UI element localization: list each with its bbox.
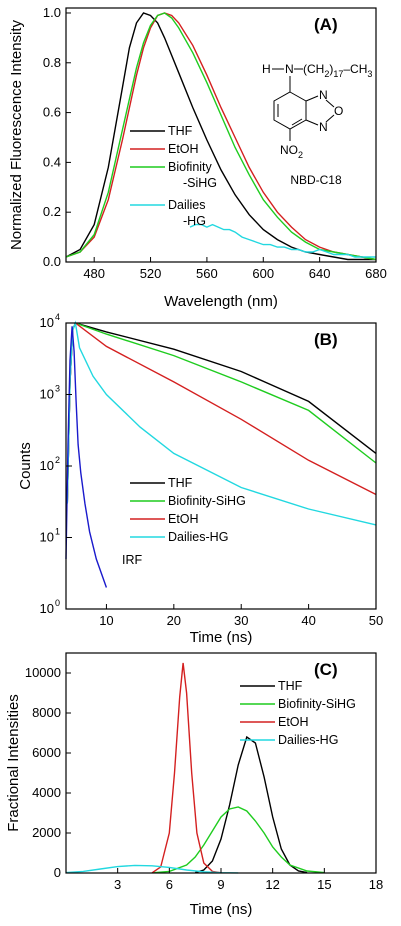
panel-a-x-tick-label: 560 [196, 266, 218, 281]
panel-b-x-tick-label: 50 [369, 613, 383, 628]
structure-n-top: N [319, 88, 328, 102]
panel-a-x-tick-label: 640 [309, 266, 331, 281]
panel-a-y-tick-label: 0.4 [43, 154, 61, 169]
panel-c-label: (C) [314, 660, 338, 679]
structure-chain: (CH2)17–CH3 [303, 62, 372, 79]
panel-a-x-tick-label: 600 [252, 266, 274, 281]
panel-b-y-axis-label: Counts [17, 442, 34, 490]
panel-b-x-tick-label: 10 [99, 613, 113, 628]
panel-b-legend: THF Biofinity-SiHG EtOH Dailies-HG [130, 476, 246, 544]
panel-c-y-tick-label: 2000 [32, 825, 61, 840]
legend-a-biofinity: Biofinity [168, 160, 213, 174]
panel-a-y-tick-label: 0.6 [43, 105, 61, 120]
panel-a-y-axis-label: Normalized Fluorescence Intensity [8, 19, 25, 250]
panel-b-y-tick-exponent: 3 [55, 384, 60, 394]
panel-c: 3 6 9 12 15 18 0 2000 4000 6000 8000 10000 (C) Time… [5, 652, 383, 918]
panel-c-x-tick-label: 6 [166, 877, 173, 892]
structure-n-bottom: N [319, 120, 328, 134]
panel-a-plot-lines [65, 12, 377, 261]
panel-b-irf-label: IRF [122, 553, 143, 567]
panel-b-y-tick-exponent: 0 [55, 598, 60, 608]
panel-b-y-tick-exponent: 1 [55, 527, 60, 537]
panel-c-y-tick-label: 8000 [32, 705, 61, 720]
panel-a-x-axis-label: Wavelength (nm) [164, 293, 278, 310]
panel-b-y-tick-label: 10 [40, 387, 54, 402]
panel-c-legend: THF Biofinity-SiHG EtOH Dailies-HG [240, 679, 356, 747]
panel-c-y-tick-label: 6000 [32, 745, 61, 760]
panel-a-y-tick-label: 1.0 [43, 5, 61, 20]
panel-b-x-axis-label: Time (ns) [190, 629, 253, 646]
panel-a-series-biofinity-sihg [65, 12, 377, 261]
panel-c-y-tick-label: 10000 [25, 665, 61, 680]
structure-no2: NO2 [280, 143, 303, 160]
panel-c-y-tick-label: 4000 [32, 785, 61, 800]
panel-a-x-tick-label: 680 [365, 266, 387, 281]
panel-b-y-tick-exponent: 4 [55, 312, 60, 322]
panel-c-plot-lines [65, 662, 325, 874]
panel-b-series-etoh [66, 321, 377, 504]
panel-c-series-etoh [151, 662, 222, 874]
panel-a-x-tick-label: 520 [140, 266, 162, 281]
panel-c-x-axis-label: Time (ns) [190, 901, 253, 918]
panel-a-series-etoh [65, 12, 377, 261]
panel-b-y-tick-label: 10 [40, 530, 54, 545]
panel-a-y-tick-label: 0.0 [43, 254, 61, 269]
panel-c-x-tick-label: 9 [217, 877, 224, 892]
panel-a-y-tick-label: 0.8 [43, 55, 61, 70]
legend-b-dailies: Dailies-HG [168, 530, 228, 544]
panel-a-label: (A) [314, 15, 338, 34]
legend-b-etoh: EtOH [168, 512, 199, 526]
legend-b-biofinity: Biofinity-SiHG [168, 494, 246, 508]
panel-a-series-thf [65, 12, 376, 261]
legend-a-etoh: EtOH [168, 142, 199, 156]
structure-o: O [334, 104, 343, 118]
panel-b-x-tick-label: 20 [167, 613, 181, 628]
panel-c-x-tick-label: 12 [265, 877, 279, 892]
panel-a-x-tick-label: 480 [83, 266, 105, 281]
structure-h: H [262, 62, 271, 76]
structure-n: N [285, 62, 294, 76]
nbd-c18-structure: H N (CH2)17–CH3 N N O NO2 NBD-C18 [262, 62, 372, 187]
panel-c-y-axis-label: Fractional Intensities [5, 694, 22, 832]
legend-c-etoh: EtOH [278, 715, 309, 729]
panel-a-series-dailies-hg [189, 223, 376, 258]
panel-c-ticks: 3 6 9 12 15 18 0 2000 4000 6000 8000 10000 [25, 665, 383, 892]
panel-c-series-thf [194, 735, 308, 874]
panel-b-series-irf [65, 326, 108, 588]
legend-c-biofinity: Biofinity-SiHG [278, 697, 356, 711]
legend-c-dailies: Dailies-HG [278, 733, 338, 747]
panel-c-x-tick-label: 18 [369, 877, 383, 892]
panel-a-frame [65, 7, 377, 263]
panel-a-ticks: 480 520 560 600 640 680 0.0 0.2 0.4 0.6 0.8 1.0 [43, 5, 387, 281]
panel-b-x-tick-label: 40 [301, 613, 315, 628]
panel-c-y-tick-label: 0 [54, 865, 61, 880]
panel-b-x-tick-label: 30 [234, 613, 248, 628]
legend-a-hg: -HG [183, 214, 206, 228]
legend-b-thf: THF [168, 476, 193, 490]
panel-b-plot-lines [65, 320, 377, 588]
structure-label: NBD-C18 [290, 173, 342, 187]
panel-c-x-tick-label: 3 [114, 877, 121, 892]
legend-a-thf: THF [168, 124, 193, 138]
panel-b-label: (B) [314, 330, 338, 349]
panel-c-series-dailies-hg [65, 864, 239, 874]
panel-b-y-tick-exponent: 2 [55, 455, 60, 465]
panel-b-series-dailies-hg [66, 320, 377, 526]
panel-c-x-tick-label: 15 [317, 877, 331, 892]
panel-a: 480 520 560 600 640 680 0.0 0.2 0.4 0.6 0.8 1.0 (A)… [8, 5, 387, 310]
legend-a-sihg: -SiHG [183, 176, 217, 190]
legend-c-thf: THF [278, 679, 303, 693]
panel-b-y-tick-label: 10 [40, 458, 54, 473]
panel-b-y-tick-label: 10 [40, 315, 54, 330]
legend-a-dailies: Dailies [168, 198, 206, 212]
panel-b-y-tick-label: 10 [40, 601, 54, 616]
panel-a-legend: THF EtOH Biofinity -SiHG Dailies -HG [130, 124, 217, 228]
panel-c-series-biofinity-sihg [152, 806, 325, 874]
panel-b-frame [65, 322, 377, 610]
panel-a-y-tick-label: 0.2 [43, 204, 61, 219]
